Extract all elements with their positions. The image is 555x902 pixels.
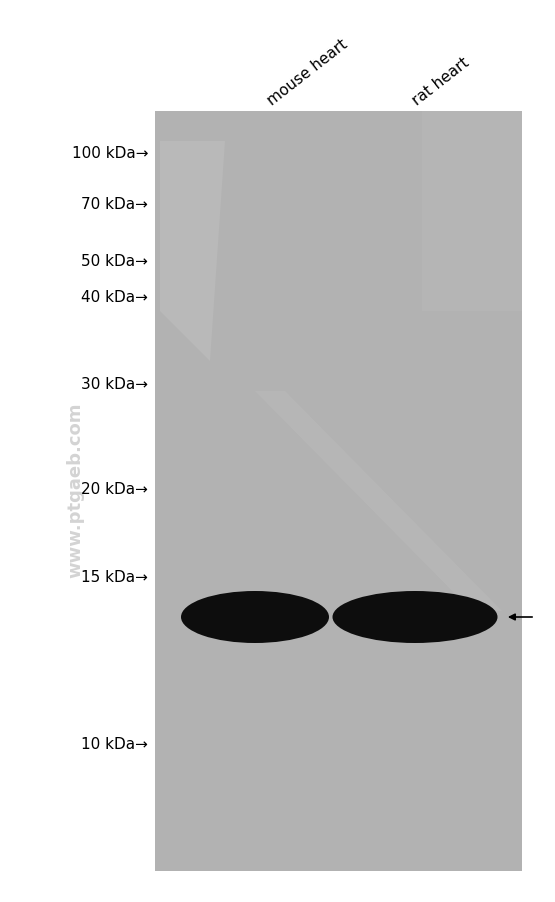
Bar bbox=[155, 112, 522, 871]
Text: 20 kDa→: 20 kDa→ bbox=[81, 482, 148, 497]
Text: 100 kDa→: 100 kDa→ bbox=[72, 145, 148, 161]
Text: rat heart: rat heart bbox=[410, 54, 472, 108]
Text: www.ptgaeb.com: www.ptgaeb.com bbox=[66, 401, 84, 577]
Polygon shape bbox=[255, 391, 502, 612]
Text: 30 kDa→: 30 kDa→ bbox=[81, 377, 148, 392]
Text: mouse heart: mouse heart bbox=[265, 36, 351, 108]
Polygon shape bbox=[160, 142, 225, 362]
Text: 40 kDa→: 40 kDa→ bbox=[81, 290, 148, 305]
Bar bbox=[422, 112, 522, 312]
Text: 70 kDa→: 70 kDa→ bbox=[81, 198, 148, 212]
Ellipse shape bbox=[181, 592, 329, 643]
Text: 10 kDa→: 10 kDa→ bbox=[81, 737, 148, 751]
Ellipse shape bbox=[332, 592, 497, 643]
Text: 50 kDa→: 50 kDa→ bbox=[81, 254, 148, 269]
Text: 15 kDa→: 15 kDa→ bbox=[81, 570, 148, 584]
